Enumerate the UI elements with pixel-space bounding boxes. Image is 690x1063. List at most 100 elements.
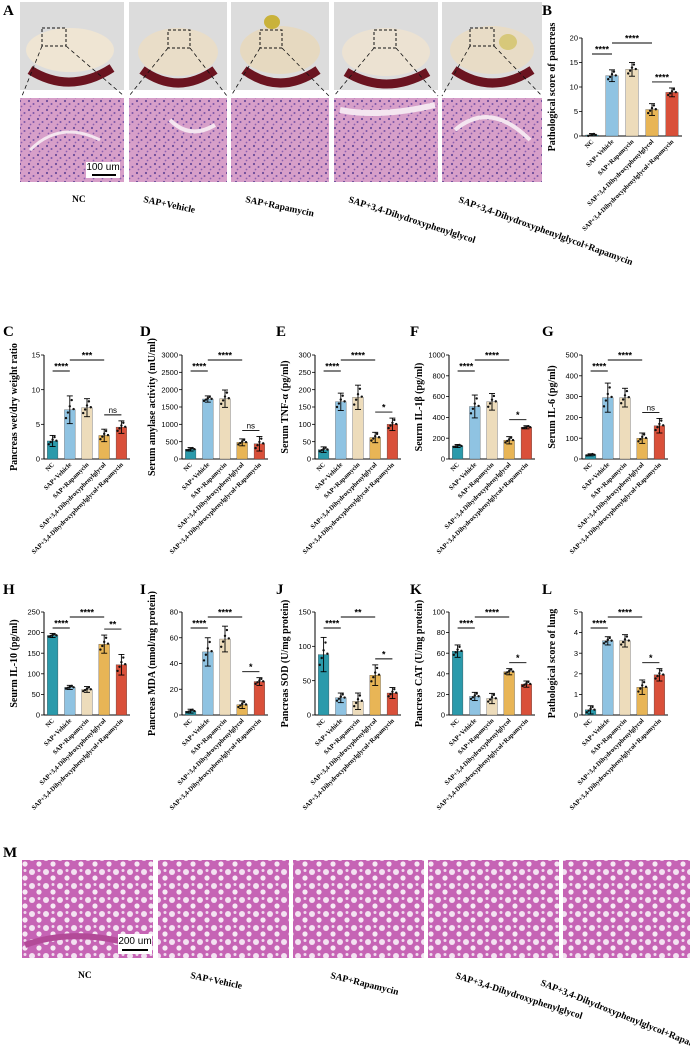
data-dot-i-3-4	[244, 703, 248, 706]
y-tick-label-k-1: 20	[437, 690, 445, 699]
data-dot-f-4-4	[529, 426, 532, 429]
data-dot-g-2-3	[625, 389, 629, 393]
data-dot-b-3-3	[652, 104, 656, 107]
bar-h-3	[98, 643, 110, 716]
data-dot-b-2-4	[634, 67, 637, 71]
lung-image-dhpg	[428, 860, 559, 958]
y-axis-title-h: Seurm IL-10 (pg/ml)	[9, 619, 20, 707]
data-dot-e-0-4	[326, 448, 329, 451]
sig-label-f-2: *	[516, 410, 520, 420]
y-tick-label-l-4: 4	[574, 628, 578, 637]
data-dot-c-0-2	[51, 438, 54, 441]
bar-l-2	[619, 640, 631, 716]
data-dot-l-1-0	[602, 642, 606, 645]
data-dot-i-0-3	[191, 708, 194, 711]
group-label-m-2: SAP+Rapamycin	[329, 971, 400, 998]
data-dot-k-0-3	[458, 645, 461, 649]
data-dot-k-2-1	[488, 698, 492, 701]
data-dot-e-3-2	[374, 435, 377, 438]
category-label-f-0: NC	[449, 461, 461, 473]
data-dot-f-4-1	[523, 426, 526, 429]
sig-label-i-1: ****	[218, 608, 233, 618]
panel-a-group-labels: NC SAP+Vehicle SAP+Rapamycin SAP+3,4-Dihydr…	[72, 195, 635, 268]
data-dot-j-3-2	[374, 671, 377, 674]
data-dot-g-3-2	[641, 435, 644, 439]
data-dot-i-2-3	[225, 628, 229, 632]
data-dot-h-1-4	[72, 686, 75, 689]
data-dot-f-4-0	[521, 427, 524, 430]
data-dot-i-0-4	[193, 709, 196, 713]
y-tick-label-j-2: 100	[298, 642, 311, 651]
data-dot-k-2-3	[492, 693, 496, 697]
sig-label-k-0: ****	[459, 619, 474, 629]
panel-b-label: B	[542, 3, 552, 19]
data-dot-c-3-0	[99, 437, 102, 441]
chart-i: I 0 20 40 60 80 Pancreas MDA (nmol/mg protein)…	[140, 582, 268, 812]
data-dot-i-1-4	[210, 650, 213, 653]
data-dot-e-2-4	[360, 395, 363, 398]
bar-d-1	[202, 398, 214, 460]
data-dot-g-1-0	[602, 405, 606, 408]
data-dot-k-3-2	[508, 669, 511, 673]
y-axis-title-g: Serum IL-6 (pg/ml)	[547, 365, 558, 448]
data-dot-j-3-4	[377, 673, 381, 676]
data-dot-d-4-4	[262, 442, 265, 445]
y-tick-label-l-3: 3	[574, 649, 578, 658]
data-dot-d-1-4	[210, 397, 213, 401]
data-dot-j-1-2	[339, 695, 342, 698]
data-dot-d-1-2	[206, 397, 209, 400]
data-dot-k-4-3	[527, 680, 530, 684]
group-label-a-0: NC	[72, 195, 86, 205]
data-dot-l-2-4	[627, 639, 630, 642]
y-tick-label-l-0: 0	[574, 711, 578, 720]
data-dot-i-1-2	[206, 647, 209, 650]
y-tick-label-b-4: 20	[570, 34, 578, 43]
data-dot-c-4-2	[120, 424, 123, 427]
gross-photo-rapamycin	[231, 2, 329, 90]
data-dot-i-4-0	[254, 682, 257, 686]
data-dot-j-4-4	[395, 691, 398, 694]
data-dot-b-2-0	[627, 72, 630, 75]
data-dot-l-2-0	[620, 643, 623, 646]
y-tick-label-f-0: 0	[441, 455, 445, 464]
data-dot-j-3-3	[375, 666, 379, 670]
sig-label-h-0: ****	[54, 619, 69, 629]
data-dot-f-0-3	[458, 443, 461, 447]
y-tick-label-b-0: 0	[574, 132, 578, 141]
data-dot-l-2-3	[625, 635, 629, 638]
sig-label-e-1: ****	[351, 351, 366, 361]
data-dot-h-4-2	[120, 660, 123, 664]
y-tick-label-h-4: 200	[27, 628, 40, 637]
panel-e-label: E	[276, 324, 286, 340]
data-dot-l-2-1	[621, 640, 625, 644]
data-dot-k-0-1	[454, 651, 457, 654]
data-dot-e-2-1	[354, 398, 358, 401]
panel-m-group-labels: NC SAP+Vehicle SAP+Rapamycin SAP+3,4-Dihydr…	[78, 971, 690, 1057]
data-dot-l-0-2	[589, 707, 592, 711]
data-dot-g-3-3	[642, 433, 646, 436]
y-tick-label-f-4: 800	[432, 371, 445, 380]
data-dot-b-1-2	[610, 73, 614, 76]
data-dot-g-0-0	[585, 454, 588, 457]
data-dot-g-4-3	[660, 419, 663, 422]
sig-label-b-2: ****	[655, 72, 670, 82]
bar-h-0	[47, 635, 59, 716]
bar-k-3	[503, 671, 515, 716]
data-dot-f-2-0	[487, 405, 490, 408]
y-tick-label-e-2: 100	[298, 420, 311, 429]
data-dot-h-3-3	[104, 636, 108, 639]
category-label-e-0: NC	[315, 461, 327, 473]
data-dot-g-4-2	[658, 422, 661, 426]
category-label-g-0: NC	[582, 461, 594, 473]
data-dot-b-0-0	[587, 134, 590, 138]
data-dot-i-3-3	[242, 700, 246, 704]
data-dot-f-2-3	[492, 394, 496, 398]
gross-photo-vehicle	[129, 2, 227, 90]
data-dot-l-2-2	[623, 638, 627, 641]
zoom-lines	[21, 45, 543, 97]
group-label-a-2: SAP+Rapamycin	[244, 195, 315, 219]
data-dot-b-0-1	[588, 134, 592, 137]
data-dot-b-3-0	[647, 111, 650, 115]
